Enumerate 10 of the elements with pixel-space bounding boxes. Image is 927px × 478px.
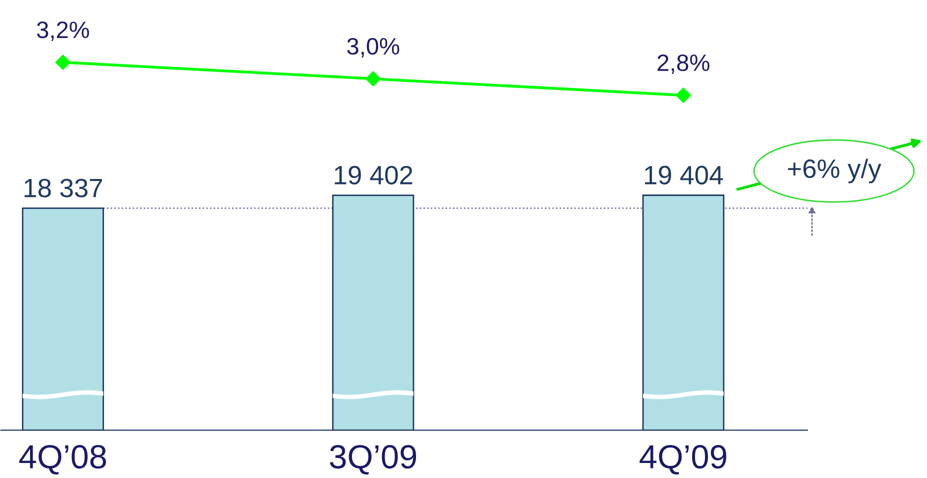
x-tick-label: 3Q’09 [330, 444, 416, 475]
data-label: 3,2% [36, 21, 90, 41]
data-label: 19 402 [334, 166, 412, 185]
data-label: 2,8% [658, 54, 710, 74]
x-tick-label: 4Q’09 [640, 444, 726, 475]
data-label: 19 404 [645, 166, 723, 184]
x-tick-label: 4Q’08 [19, 444, 106, 475]
data-label: 18 337 [24, 178, 102, 198]
text: +6% y/y [788, 158, 882, 184]
data-label: 3,0% [347, 38, 400, 58]
